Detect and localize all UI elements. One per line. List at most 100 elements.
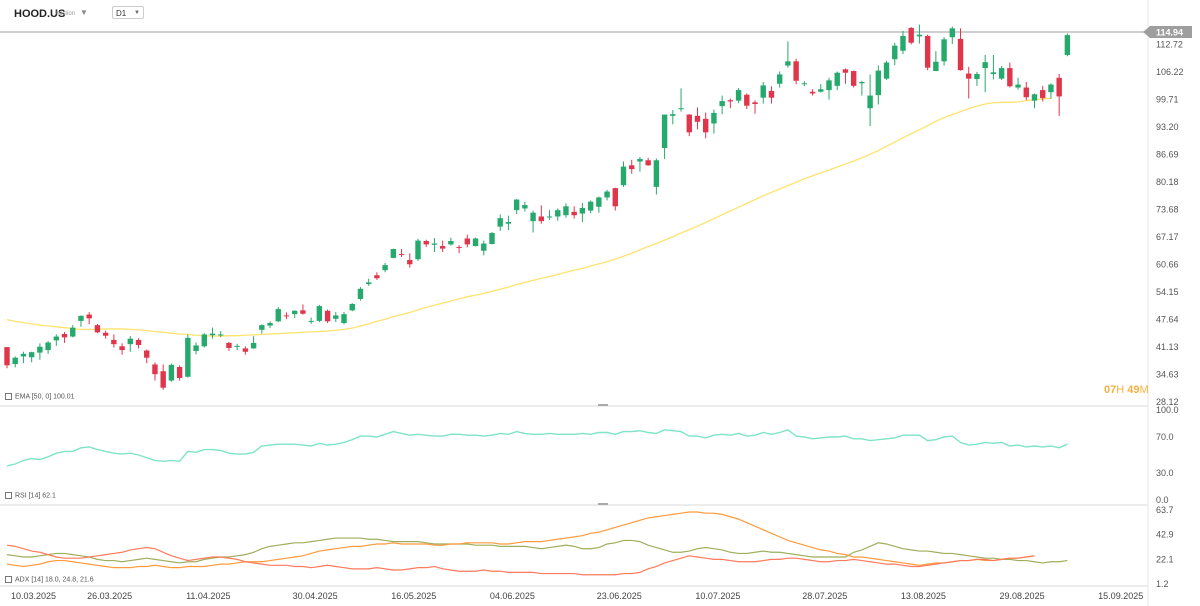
candle bbox=[752, 100, 758, 114]
settings-icon[interactable] bbox=[5, 393, 12, 400]
candle bbox=[530, 210, 536, 233]
candle bbox=[431, 238, 438, 252]
y-tick-label: 63.7 bbox=[1156, 505, 1174, 515]
symbol-name[interactable]: HOOD.US bbox=[14, 8, 66, 20]
candle bbox=[119, 343, 125, 355]
candle bbox=[571, 206, 577, 219]
candle bbox=[727, 98, 734, 109]
candle bbox=[744, 93, 750, 110]
y-tick-label: 30.0 bbox=[1156, 468, 1174, 478]
x-tick-label: 30.04.2025 bbox=[293, 591, 338, 601]
candle-body bbox=[431, 243, 438, 245]
candle-body bbox=[308, 320, 314, 322]
candle bbox=[341, 312, 347, 325]
candle-body bbox=[1007, 68, 1013, 87]
candle bbox=[292, 310, 298, 318]
candle-body bbox=[867, 95, 873, 109]
candle bbox=[448, 237, 454, 246]
candle-body bbox=[933, 61, 939, 72]
candle-body bbox=[250, 342, 257, 349]
candle-body bbox=[505, 221, 512, 224]
candle-body bbox=[966, 73, 972, 79]
adx-legend[interactable]: ADX [14] 18.0, 24.8, 21.6 bbox=[5, 576, 94, 583]
candle-body bbox=[365, 282, 372, 285]
candle-body bbox=[102, 332, 109, 336]
candle-body bbox=[727, 100, 734, 102]
ema-legend[interactable]: EMA [50, 0] 100.01 bbox=[5, 393, 75, 400]
candle bbox=[481, 240, 487, 256]
candle bbox=[464, 234, 471, 248]
candle bbox=[1007, 62, 1013, 88]
candle bbox=[604, 189, 610, 201]
last-price-value: 114.94 bbox=[1156, 28, 1183, 38]
candle bbox=[78, 315, 84, 327]
candle bbox=[242, 346, 249, 355]
x-tick-label: 13.08.2025 bbox=[901, 591, 946, 601]
x-tick-label: 15.09.2025 bbox=[1098, 591, 1143, 601]
candle bbox=[900, 30, 906, 55]
candle-body bbox=[579, 208, 586, 214]
candle bbox=[1015, 77, 1021, 90]
candle-body bbox=[661, 114, 668, 148]
candle bbox=[168, 363, 175, 382]
candle bbox=[218, 331, 224, 337]
candle-body bbox=[61, 334, 68, 338]
adx-line bbox=[6, 537, 1068, 564]
y-tick-label: 99.71 bbox=[1156, 94, 1179, 104]
candle bbox=[957, 28, 964, 71]
candle-body bbox=[1023, 87, 1029, 98]
candle-body bbox=[801, 83, 808, 85]
candle-body bbox=[218, 334, 224, 336]
candle-body bbox=[637, 158, 643, 162]
pane-resize-handle[interactable] bbox=[598, 503, 608, 505]
candle-body bbox=[168, 364, 175, 381]
settings-icon[interactable] bbox=[5, 576, 12, 583]
candle-body bbox=[176, 366, 183, 378]
chevron-down-icon[interactable]: ▼ bbox=[80, 8, 88, 17]
rsi-line bbox=[6, 429, 1068, 467]
candle bbox=[587, 200, 594, 214]
candle-body bbox=[1040, 90, 1046, 99]
candle-body bbox=[1015, 84, 1021, 88]
candle-body bbox=[916, 34, 923, 37]
candle-body bbox=[612, 188, 618, 207]
candle bbox=[620, 161, 627, 187]
candle bbox=[37, 343, 43, 360]
candle bbox=[439, 240, 446, 252]
candle-body bbox=[316, 306, 323, 321]
candle-body bbox=[20, 353, 27, 357]
candle-body bbox=[776, 74, 783, 84]
candle-body bbox=[45, 342, 51, 351]
y-tick-label: 1.2 bbox=[1156, 579, 1169, 589]
timeframe-select[interactable]: D1 ▼ bbox=[112, 6, 144, 19]
y-tick-label: 86.69 bbox=[1156, 149, 1179, 159]
last-price-tag: 114.94 bbox=[1143, 26, 1192, 38]
candle bbox=[102, 330, 109, 339]
x-tick-label: 16.05.2025 bbox=[391, 591, 436, 601]
settings-icon[interactable] bbox=[5, 492, 12, 499]
candle bbox=[365, 278, 372, 286]
y-tick-label: 54.15 bbox=[1156, 287, 1179, 297]
candle-body bbox=[324, 310, 331, 322]
y-tick-label: 22.1 bbox=[1156, 554, 1174, 564]
candle bbox=[349, 303, 355, 312]
candle bbox=[127, 336, 133, 352]
candle bbox=[234, 343, 240, 351]
candle bbox=[982, 54, 988, 93]
candle-body bbox=[859, 82, 865, 84]
rsi-legend[interactable]: RSI [14] 62.1 bbox=[5, 492, 56, 499]
candle-body bbox=[571, 211, 577, 216]
pane-resize-handle[interactable] bbox=[598, 404, 608, 406]
candle-body bbox=[333, 315, 339, 319]
y-tick-label: 42.9 bbox=[1156, 530, 1174, 540]
di-plus-line bbox=[6, 511, 1035, 569]
candle-body bbox=[53, 336, 60, 341]
y-tick-label: 106.22 bbox=[1156, 67, 1184, 77]
candle bbox=[933, 51, 939, 72]
candle-body bbox=[382, 265, 388, 271]
candle-body bbox=[119, 346, 125, 351]
candle bbox=[629, 159, 635, 174]
candle-body bbox=[407, 260, 413, 265]
candle-body bbox=[135, 339, 142, 346]
